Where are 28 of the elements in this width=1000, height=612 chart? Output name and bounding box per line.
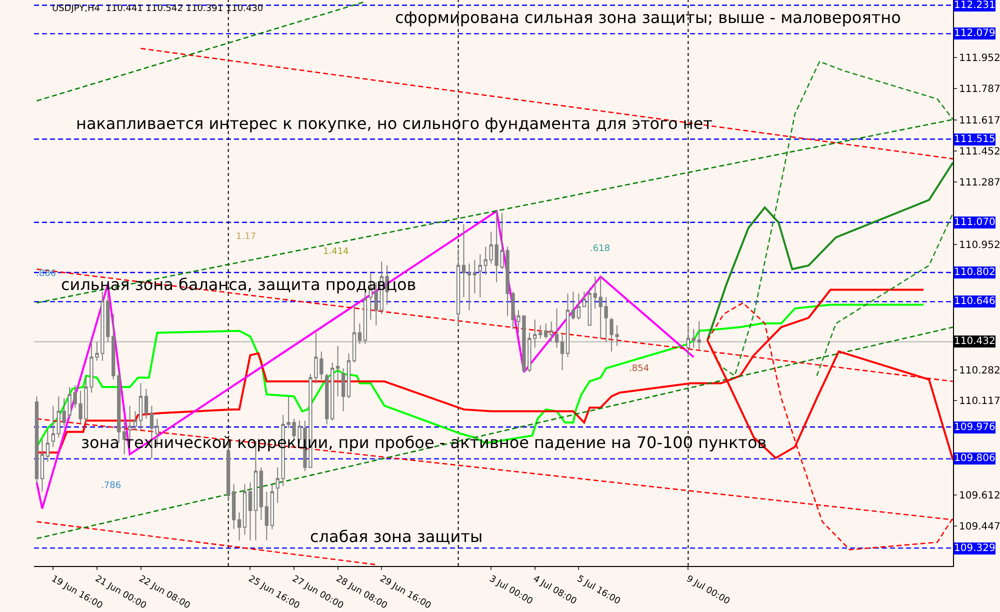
- ref-line-label: 112.231: [954, 0, 996, 11]
- ref-line-label: 110.432: [954, 336, 996, 347]
- ref-line-label: 110.646: [954, 296, 996, 307]
- annotation: 1.414: [323, 247, 350, 257]
- ref-line-label: 109.329: [954, 543, 996, 554]
- y-tick-label: 111.452: [959, 146, 1000, 158]
- annotation: USDJPY,H4 110.441 110.542 110.391 110.430: [52, 4, 264, 14]
- ref-line-label: 109.806: [954, 453, 996, 464]
- y-tick-label: 110.952: [959, 240, 1000, 251]
- y-tick-label: 111.287: [959, 177, 1000, 188]
- annotation: .618: [590, 244, 610, 254]
- y-tick-label: 111.952: [959, 52, 1000, 64]
- annotation: сформирована сильная зона защиты; выше - маловероятно: [395, 8, 901, 27]
- y-tick-label: 109.447: [959, 521, 1000, 532]
- ref-line-label: 112.079: [954, 28, 996, 39]
- ref-line-label: 109.976: [954, 422, 996, 433]
- ref-line-label: 110.802: [954, 267, 996, 278]
- annotation: слабая зона защиты: [310, 527, 483, 546]
- ref-line-label: 111.070: [954, 217, 996, 228]
- y-tick-label: 111.787: [959, 84, 1000, 95]
- y-tick-label: 109.612: [959, 490, 1000, 502]
- ref-line-label: 111.515: [954, 134, 996, 145]
- y-tick-label: 110.282: [959, 365, 1000, 376]
- annotation: 1.17: [236, 232, 256, 242]
- y-tick-label: 111.617: [959, 116, 1000, 127]
- annotation: .854: [629, 364, 650, 374]
- y-tick-label: 110.117: [959, 396, 1000, 408]
- annotation: .786: [101, 481, 122, 491]
